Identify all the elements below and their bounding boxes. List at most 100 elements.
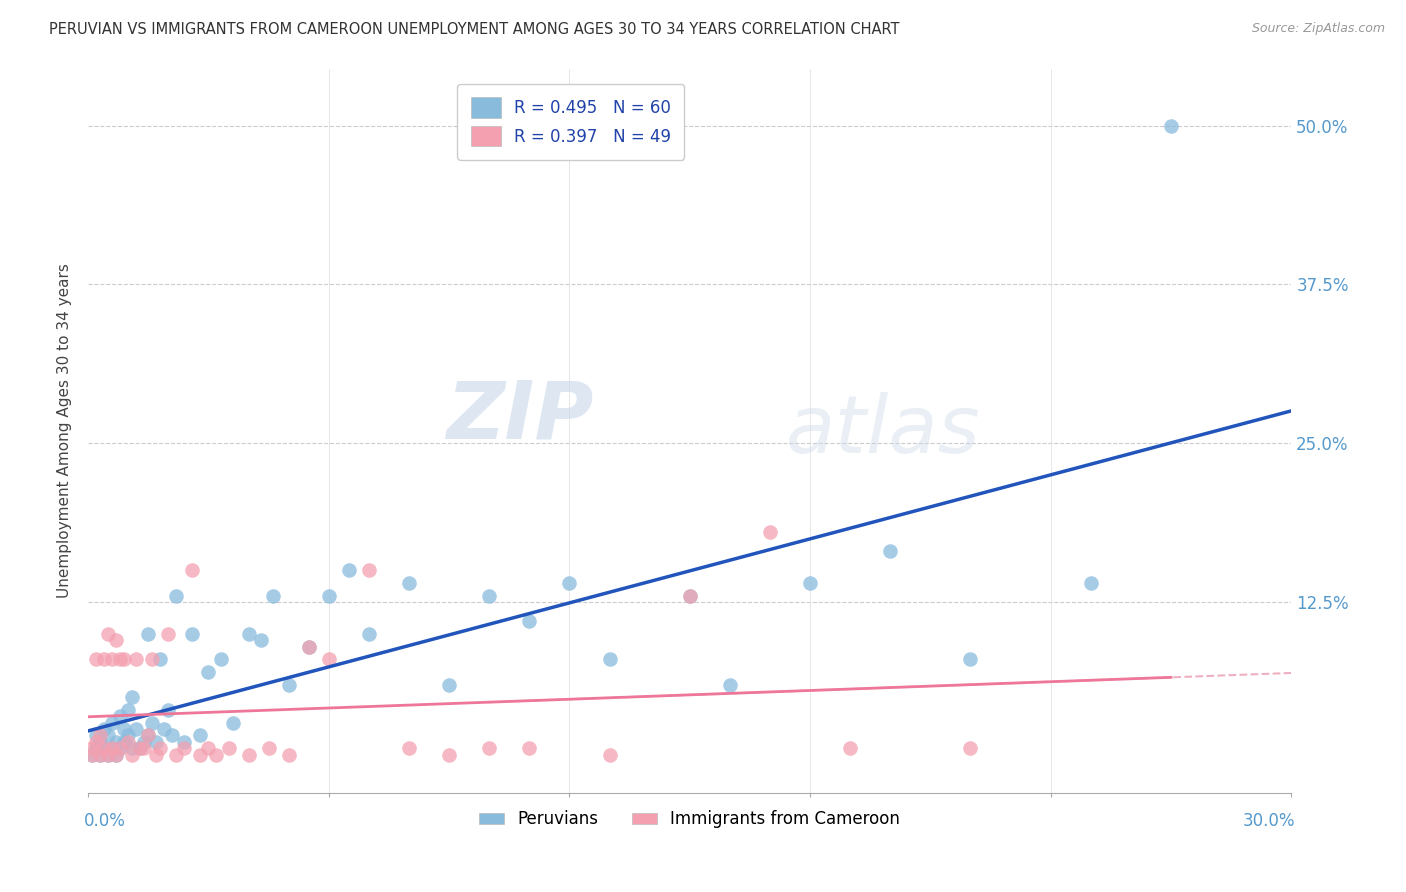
- Point: [89, 747, 111, 762]
- Point: [134, 735, 156, 749]
- Point: [209, 652, 232, 666]
- Point: [599, 747, 621, 762]
- Point: [101, 715, 124, 730]
- Point: [679, 589, 702, 603]
- Point: [141, 715, 163, 730]
- Point: [959, 652, 981, 666]
- Text: PERUVIAN VS IMMIGRANTS FROM CAMEROON UNEMPLOYMENT AMONG AGES 30 TO 34 YEARS CORR: PERUVIAN VS IMMIGRANTS FROM CAMEROON UNE…: [49, 22, 900, 37]
- Point: [97, 747, 120, 762]
- Point: [93, 741, 115, 756]
- Point: [679, 589, 702, 603]
- Point: [1080, 576, 1102, 591]
- Point: [879, 544, 901, 558]
- Point: [181, 563, 204, 577]
- Point: [218, 741, 240, 756]
- Point: [112, 722, 135, 736]
- Point: [759, 525, 782, 540]
- Point: [165, 747, 187, 762]
- Point: [84, 729, 107, 743]
- Point: [93, 652, 115, 666]
- Point: [398, 576, 420, 591]
- Point: [105, 747, 128, 762]
- Point: [125, 722, 148, 736]
- Point: [101, 741, 124, 756]
- Point: [337, 563, 360, 577]
- Point: [117, 703, 139, 717]
- Point: [197, 665, 219, 679]
- Point: [89, 729, 111, 743]
- Point: [190, 729, 212, 743]
- Point: [277, 678, 299, 692]
- Point: [153, 722, 176, 736]
- Point: [162, 729, 184, 743]
- Text: ZIP: ZIP: [446, 377, 593, 455]
- Point: [101, 652, 124, 666]
- Point: [357, 627, 380, 641]
- Point: [165, 589, 187, 603]
- Point: [437, 678, 460, 692]
- Point: [93, 722, 115, 736]
- Point: [121, 690, 143, 705]
- Point: [357, 563, 380, 577]
- Point: [599, 652, 621, 666]
- Point: [136, 729, 159, 743]
- Point: [318, 652, 340, 666]
- Point: [129, 741, 152, 756]
- Point: [93, 741, 115, 756]
- Point: [558, 576, 581, 591]
- Point: [110, 709, 132, 723]
- Point: [181, 627, 204, 641]
- Point: [262, 589, 284, 603]
- Point: [799, 576, 821, 591]
- Point: [959, 741, 981, 756]
- Point: [149, 652, 172, 666]
- Point: [1160, 119, 1182, 133]
- Point: [149, 741, 172, 756]
- Point: [101, 741, 124, 756]
- Point: [97, 729, 120, 743]
- Point: [125, 652, 148, 666]
- Point: [82, 747, 104, 762]
- Point: [97, 627, 120, 641]
- Point: [105, 735, 128, 749]
- Point: [173, 735, 195, 749]
- Point: [173, 741, 195, 756]
- Point: [110, 741, 132, 756]
- Point: [197, 741, 219, 756]
- Text: 30.0%: 30.0%: [1243, 812, 1295, 830]
- Point: [145, 735, 167, 749]
- Point: [221, 715, 243, 730]
- Point: [84, 735, 107, 749]
- Point: [121, 747, 143, 762]
- Point: [277, 747, 299, 762]
- Point: [134, 741, 156, 756]
- Point: [298, 640, 321, 654]
- Point: [157, 703, 180, 717]
- Point: [157, 627, 180, 641]
- Point: [110, 741, 132, 756]
- Point: [136, 627, 159, 641]
- Point: [89, 747, 111, 762]
- Point: [97, 747, 120, 762]
- Point: [517, 614, 540, 628]
- Point: [89, 735, 111, 749]
- Text: 0.0%: 0.0%: [84, 812, 127, 830]
- Point: [82, 741, 104, 756]
- Point: [238, 747, 260, 762]
- Point: [112, 652, 135, 666]
- Point: [117, 735, 139, 749]
- Point: [112, 735, 135, 749]
- Text: atlas: atlas: [786, 392, 981, 469]
- Point: [82, 747, 104, 762]
- Point: [318, 589, 340, 603]
- Point: [718, 678, 741, 692]
- Point: [839, 741, 862, 756]
- Point: [136, 729, 159, 743]
- Point: [257, 741, 280, 756]
- Point: [398, 741, 420, 756]
- Point: [190, 747, 212, 762]
- Point: [205, 747, 228, 762]
- Point: [117, 729, 139, 743]
- Point: [84, 652, 107, 666]
- Text: Source: ZipAtlas.com: Source: ZipAtlas.com: [1251, 22, 1385, 36]
